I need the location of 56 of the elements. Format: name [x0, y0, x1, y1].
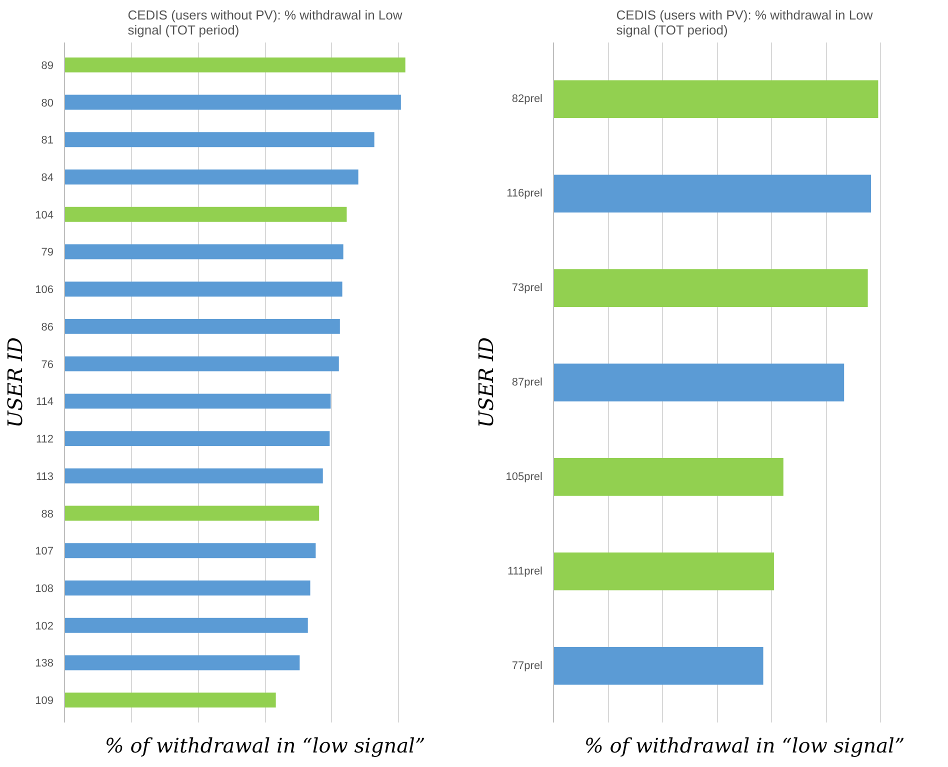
y-tick-label: 104	[35, 209, 54, 222]
bar	[64, 394, 331, 409]
bar	[554, 364, 844, 402]
y-tick-label: 105prel	[506, 470, 543, 483]
x-axis-title: % of withdrawal in “low signal”	[104, 734, 426, 758]
y-tick-label: 86	[41, 321, 54, 334]
bar	[64, 282, 342, 297]
y-tick-label: 88	[41, 508, 54, 520]
y-tick-label: 80	[41, 97, 54, 110]
bar	[64, 132, 374, 148]
y-tick-label: 138	[35, 658, 54, 670]
bar	[64, 431, 330, 446]
bar	[64, 506, 320, 521]
bar	[64, 655, 300, 670]
y-tick-label: 73prel	[512, 282, 542, 294]
y-tick-label: 112	[36, 434, 54, 446]
y-axis-title: USER ID	[3, 337, 28, 428]
bar	[64, 580, 310, 596]
y-tick-label: 79	[41, 246, 54, 259]
bar	[554, 174, 872, 212]
y-tick-label: 89	[41, 60, 54, 72]
y-tick-label: 116prel	[506, 188, 543, 200]
bar	[554, 552, 774, 590]
y-tick-label: 82prel	[512, 93, 542, 106]
chart-title: CEDIS (users without PV): % withdrawal in Low signal (TOT period)	[128, 8, 403, 38]
bar	[64, 206, 347, 222]
y-tick-label: 106	[35, 284, 54, 296]
y-tick-label: 76	[41, 358, 54, 371]
chart-title: CEDIS (users with PV): % withdrawal in Low signal (TOT period)	[616, 8, 874, 38]
bar	[554, 646, 764, 685]
bar	[554, 269, 868, 307]
y-tick-label: 87prel	[512, 376, 542, 388]
y-tick-label: 111prel	[507, 565, 542, 578]
bar	[554, 458, 784, 496]
bar	[64, 57, 406, 72]
bar	[64, 543, 316, 558]
y-tick-label: 108	[35, 582, 54, 595]
x-axis-title: % of withdrawal in “low signal”	[584, 734, 905, 758]
bar	[64, 94, 401, 110]
bar	[64, 170, 358, 184]
y-tick-label: 102	[35, 620, 54, 632]
bar	[64, 468, 323, 484]
bar	[64, 318, 340, 334]
y-axis-title: USER ID	[474, 337, 498, 428]
y-tick-label: 77prel	[512, 660, 542, 672]
bar	[64, 244, 344, 260]
bar	[64, 618, 308, 633]
bar	[64, 356, 339, 372]
bar	[64, 692, 276, 708]
y-tick-label: 109	[35, 695, 54, 708]
y-tick-label: 114	[36, 396, 54, 408]
y-tick-label: 113	[36, 470, 54, 483]
y-tick-label: 84	[41, 172, 54, 184]
y-tick-label: 81	[41, 134, 54, 147]
bar	[554, 80, 878, 118]
y-tick-label: 107	[35, 546, 54, 558]
